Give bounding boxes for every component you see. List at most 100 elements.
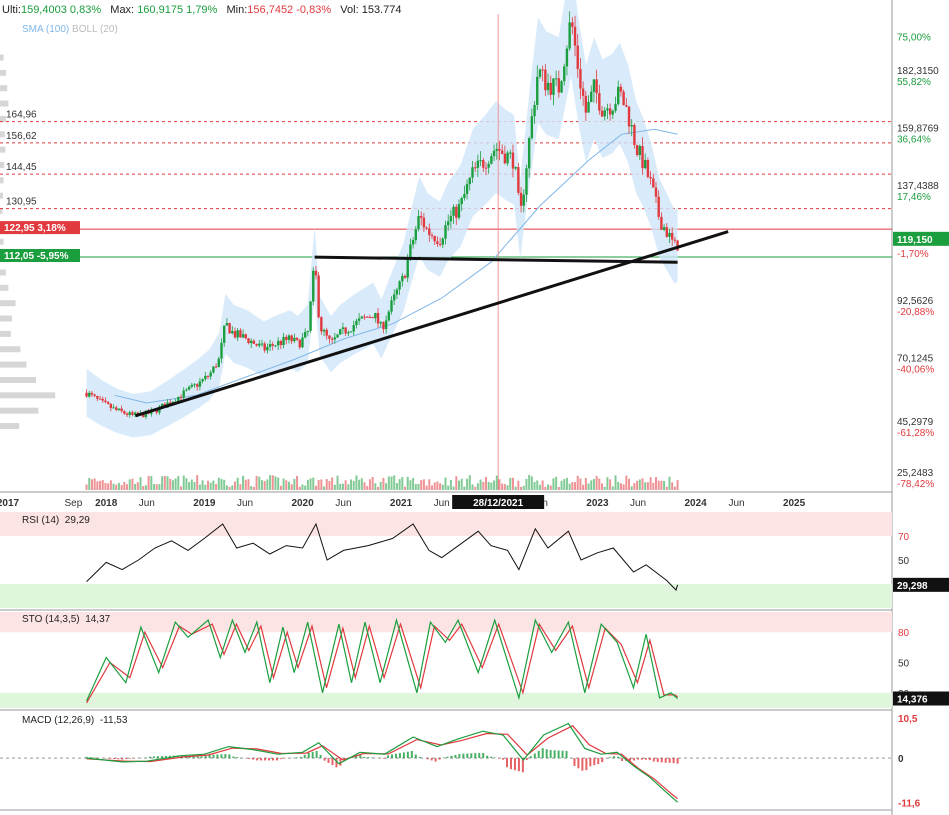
volume-bar (406, 476, 409, 490)
volume-bar (231, 485, 234, 490)
candle-body (568, 22, 571, 49)
macd-histogram-bar (303, 754, 306, 759)
x-tick-label: 2021 (390, 498, 413, 509)
candle-body (247, 338, 250, 344)
volume-bar (390, 476, 393, 490)
rsi-legend[interactable]: RSI (14) 29,29 (22, 515, 90, 526)
volume-bar (333, 484, 336, 490)
candle-body (544, 69, 547, 91)
macd-histogram-bar (331, 758, 334, 766)
volume-bar (633, 483, 636, 490)
macd-histogram-bar (426, 758, 429, 760)
candle-body (538, 69, 542, 77)
macd-line (86, 722, 678, 803)
macd-histogram-bar (387, 755, 390, 759)
volume-bar (665, 486, 668, 490)
volume-bar (341, 483, 344, 490)
macd-legend[interactable]: MACD (12,26,9) -11,53 (22, 715, 127, 726)
macd-histogram-bar (390, 754, 393, 759)
volume-bar (530, 476, 533, 490)
volume-bar (511, 477, 514, 490)
volume-bar (306, 479, 309, 490)
candle-body (420, 215, 423, 218)
candle-body (352, 325, 355, 332)
rsi-current-label: 29,298 (897, 581, 928, 592)
volume-bar (177, 475, 180, 490)
volume-bar (584, 478, 587, 490)
candle-body (196, 384, 199, 387)
volume-profile-bar (0, 100, 9, 107)
boll-legend[interactable]: BOLL (20) (72, 24, 118, 35)
candle-body (368, 316, 372, 318)
volume-bar (655, 477, 658, 490)
volume-bar (169, 478, 172, 490)
candle-body (452, 206, 455, 216)
volume-bar (228, 486, 231, 490)
volume-bar (120, 485, 123, 490)
macd-histogram-bar (533, 753, 536, 759)
candle-body (611, 110, 615, 115)
volume-bar (263, 481, 266, 490)
x-tick-label: 2023 (586, 498, 609, 509)
macd-histogram-bar (537, 750, 540, 759)
volume-bar (619, 483, 622, 490)
macd-histogram-bar (656, 758, 659, 763)
macd-histogram-bar (676, 758, 679, 764)
x-tick-label: Jun (630, 498, 646, 509)
price-tick-label: 137,4388 (897, 181, 939, 192)
volume-bar (358, 479, 361, 490)
sto-legend[interactable]: STO (14,3,5) 14,37 (22, 614, 110, 625)
volume-bar (350, 479, 353, 490)
volume-bar (290, 484, 293, 490)
volume-profile-bar (0, 146, 6, 153)
volume-bar (439, 483, 442, 490)
volume-profile-bar (0, 54, 4, 61)
candle-body (457, 204, 461, 218)
vol-value: 153.774 (361, 4, 402, 16)
candle-body (546, 82, 550, 91)
volume-bar (503, 484, 506, 490)
candle-body (584, 95, 588, 113)
candle-body (673, 239, 677, 241)
candle-body (290, 335, 293, 342)
candle-body (266, 346, 269, 351)
candle-body (263, 343, 266, 351)
sto-oversold-zone (0, 692, 892, 708)
macd-histogram-bar (85, 756, 88, 759)
price-pct-label: -20,88% (897, 307, 934, 318)
candle-body (517, 167, 520, 193)
price-pct-label: -61,28% (897, 428, 934, 439)
price-tick-label: 25,2483 (897, 468, 934, 479)
volume-bar (606, 477, 609, 490)
volume-bar (198, 484, 201, 490)
candle-body (179, 396, 183, 398)
candle-body (384, 320, 388, 330)
volume-bar (387, 476, 390, 490)
volume-bar (258, 476, 261, 490)
macd-histogram-bar (506, 758, 509, 768)
volume-bar (660, 480, 663, 490)
candle-body (344, 327, 347, 334)
candle-body (573, 26, 577, 46)
candle-body (463, 194, 466, 199)
macd-histogram-bar (573, 758, 576, 766)
macd-histogram-bar (450, 755, 453, 759)
max-value: 160,9175 (137, 4, 184, 16)
volume-bar (377, 486, 380, 490)
candle-body (495, 149, 498, 151)
candle-body (646, 160, 650, 177)
sto-k-line (86, 617, 678, 702)
candle-body (476, 160, 480, 168)
macd-histogram-bar (113, 758, 116, 760)
candle-body (115, 407, 118, 410)
sma-legend[interactable]: SMA (100) (22, 24, 70, 35)
macd-value: -11,53 (99, 715, 128, 726)
candle-body (258, 343, 261, 346)
volume-profile-bar (0, 315, 12, 322)
macd-histogram-bar (557, 750, 560, 759)
candle-body (96, 395, 99, 399)
candle-body (449, 215, 453, 222)
volume-bar (174, 478, 177, 490)
candle-body (406, 259, 409, 278)
